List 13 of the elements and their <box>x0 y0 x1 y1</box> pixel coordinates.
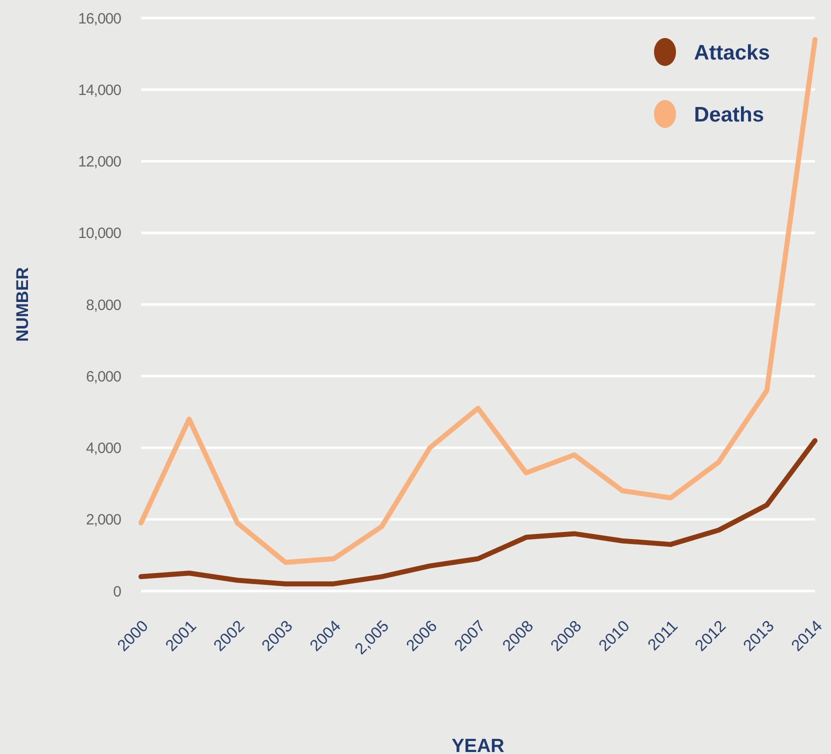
legend-label: Attacks <box>694 41 770 64</box>
y-tick-label: 2,000 <box>86 512 122 529</box>
y-tick-label: 12,000 <box>78 154 122 170</box>
y-tick-label: 8,000 <box>86 296 122 314</box>
y-tick-label: 4,000 <box>86 440 122 457</box>
y-tick-label: 16,000 <box>78 10 122 28</box>
y-tick-label: 14,000 <box>78 82 122 99</box>
y-tick-label: 0 <box>113 583 122 600</box>
legend-label: Deaths <box>694 103 764 126</box>
y-axis-title: NUMBER <box>13 267 32 342</box>
x-axis-title: YEAR <box>452 736 505 754</box>
y-tick-label: 6,000 <box>86 368 122 386</box>
y-tick-label: 10,000 <box>78 225 122 242</box>
